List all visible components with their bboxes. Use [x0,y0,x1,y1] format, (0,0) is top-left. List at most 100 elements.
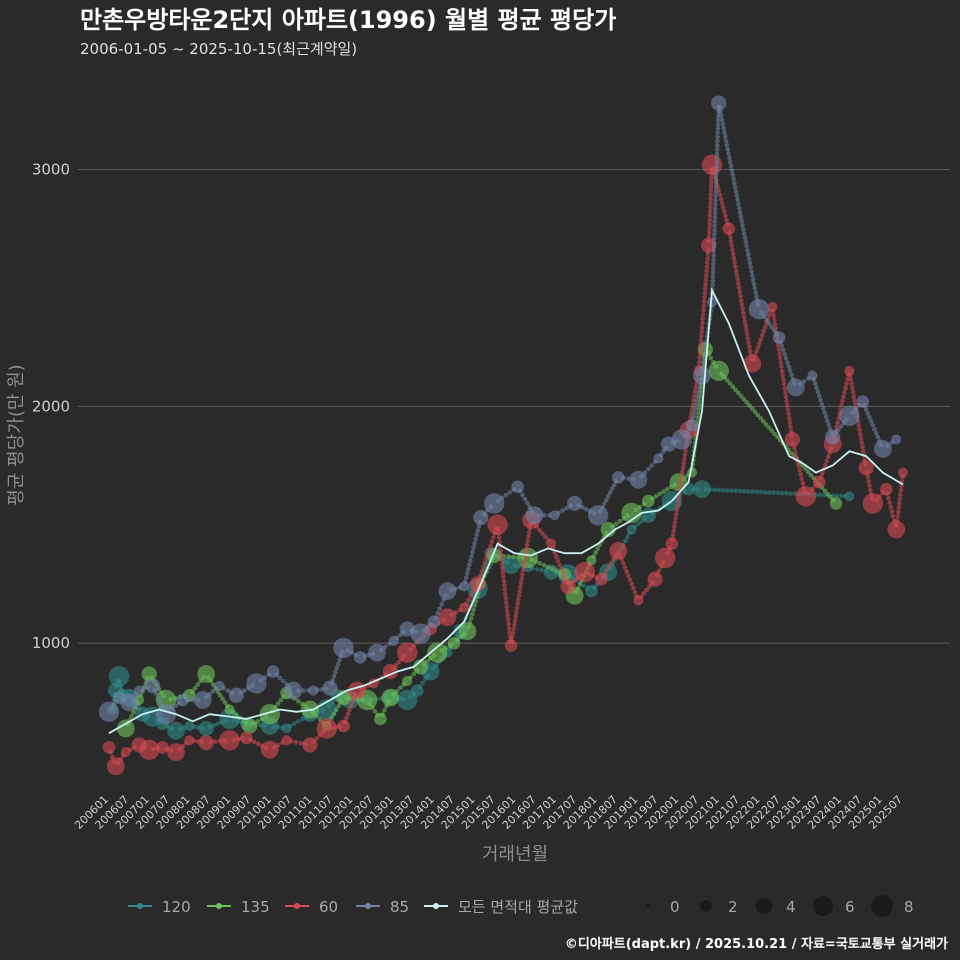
legend-label: 모든 면적대 평균값 [458,898,578,916]
trail-dot [747,403,752,408]
trail-dot [697,359,702,365]
trail-dot [499,561,505,566]
trail-dot [754,349,759,354]
trail-dot [473,598,479,604]
trail-dot [798,472,803,477]
trail-dot [713,185,719,191]
trail-dot [475,528,481,533]
point-135 [116,719,135,738]
trail-dot [819,401,825,407]
trail-dot [741,488,747,494]
point-120 [844,491,855,502]
trail-dot [697,355,702,361]
point-60 [469,576,486,592]
trail-dot [468,558,473,563]
trail-dot [828,494,833,500]
trail-dot [749,406,755,411]
trail-dot [701,307,706,313]
trail-dot [698,338,704,343]
trail-dot [471,607,476,613]
trail-dot [708,187,714,193]
trail-dot [473,536,478,542]
trail-dot [787,368,793,374]
trail-dot [657,491,662,497]
trail-dot [723,134,728,140]
trail-dot [485,552,490,557]
legend-item: 85 [356,898,409,916]
trail-dot [617,518,623,524]
trail-dot [890,513,896,519]
trail-dot [711,261,716,267]
point-60 [396,642,418,663]
trail-dot [275,701,281,706]
trail-dot [554,568,559,574]
trail-dot [334,707,339,713]
point-85 [653,453,664,464]
trail-dot [646,466,651,472]
trail-dot [708,196,713,201]
trail-dot [631,585,636,591]
trail-dot [466,597,471,603]
trail-dot [704,264,710,270]
point-120 [410,684,424,697]
trail-dot [337,657,342,663]
trail-dot [845,377,850,382]
trail-dot [707,209,713,214]
trail-dot [525,538,531,544]
legend-swatch-dot [216,903,222,909]
trail-dot [707,204,713,210]
trail-dot [707,221,712,227]
trail-dot [674,507,680,513]
trail-dot [545,564,551,570]
trail-dot [785,407,791,412]
trail-dot [769,428,775,434]
trail-dot [875,434,881,440]
trail-dot [501,578,507,584]
trail-dot [742,235,748,241]
point-120 [108,666,130,687]
trail-dot [700,316,706,322]
trail-dot [718,113,724,119]
trail-dot [675,499,681,504]
trail-dot [698,342,704,348]
trail-dot [703,273,709,278]
trail-dot [514,605,520,611]
series-85 [98,95,902,725]
point-85 [473,510,489,526]
point-120 [396,689,418,711]
trail-dot [502,591,508,597]
point-60 [844,365,855,376]
trail-dot [470,611,475,617]
trail-dot [764,317,769,323]
trail-dot [746,256,752,262]
trail-dot [711,257,716,263]
trail-dot [411,671,417,677]
trail-dot [295,719,301,724]
trail-dot [622,565,628,570]
trail-dot [702,290,708,296]
trail-dot [681,461,686,466]
trail-dot [748,264,754,270]
trail-dot [713,177,719,182]
trail-dot [524,546,529,552]
trail-dot [741,227,746,232]
trail-dot [759,332,765,338]
trail-dot [560,508,565,513]
trail-dot [823,414,829,419]
point-60 [654,547,676,569]
trail-dot [520,567,526,573]
trail-dot [735,197,740,203]
trail-dot [736,285,742,291]
trail-dot [656,568,662,573]
trail-dot [664,486,670,492]
trail-dot [724,142,730,148]
trail-dot [683,448,688,454]
point-60 [156,741,169,754]
point-60 [647,571,663,587]
trail-dot [897,496,903,502]
trail-dot [671,528,676,534]
trail-dot [739,302,745,307]
trail-dot [710,278,716,284]
trail-dot [763,422,769,427]
